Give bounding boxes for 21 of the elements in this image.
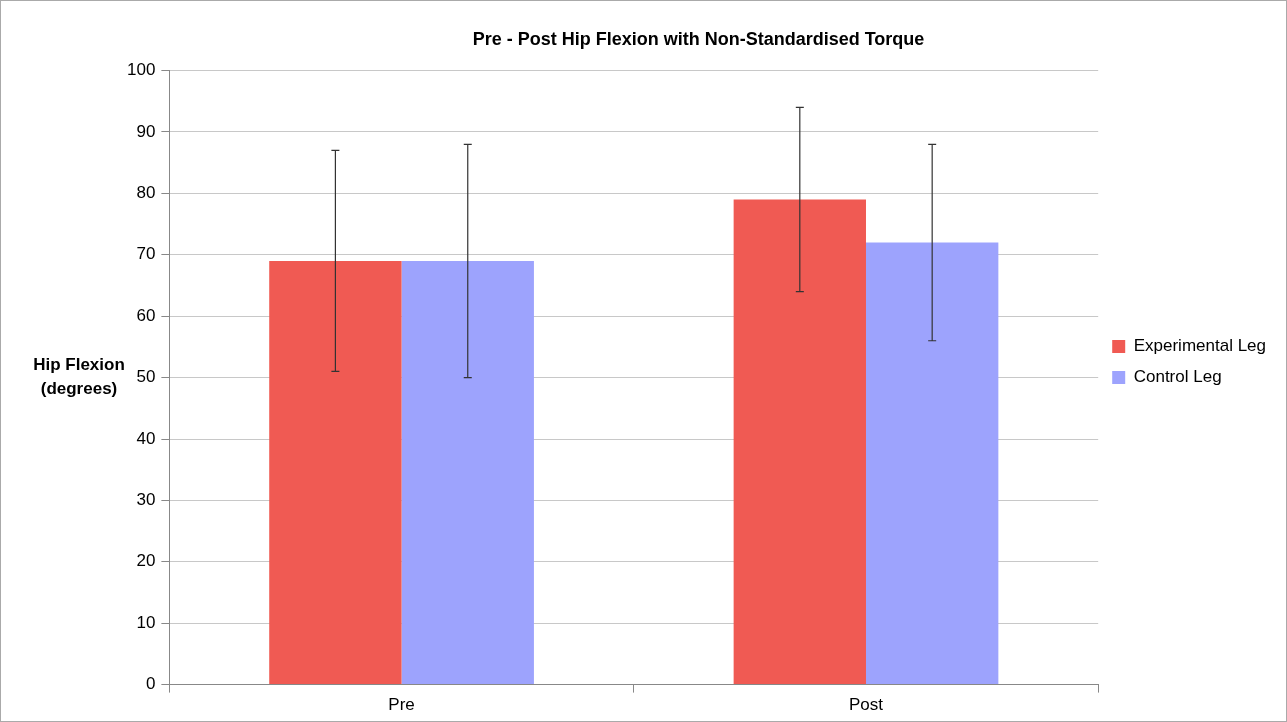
- y-tick-label: 30: [136, 490, 156, 510]
- bar: [865, 242, 999, 685]
- y-tick-label: 90: [136, 121, 156, 141]
- y-tick-label: 20: [136, 551, 156, 571]
- y-tick-label: 80: [136, 183, 156, 203]
- y-tick-label: 100: [126, 60, 156, 80]
- x-tick-label: Pre: [388, 695, 415, 715]
- bar: [401, 260, 534, 685]
- legend-label: Experimental Leg: [1133, 336, 1267, 356]
- y-tick-label: 0: [145, 674, 156, 694]
- y-tick-label: 50: [136, 367, 156, 387]
- y-tick-label: 60: [136, 305, 156, 325]
- bar: [733, 199, 866, 685]
- chart-title: Pre - Post Hip Flexion with Non-Standardised Torque: [472, 28, 925, 49]
- y-tick-label: 10: [136, 612, 156, 632]
- y-tick-label: 70: [136, 244, 156, 264]
- y-axis-title: Hip Flexion (degrees): [33, 355, 125, 399]
- bar: [269, 260, 402, 685]
- y-tick-label: 40: [136, 428, 156, 448]
- legend-label: Control Leg: [1133, 367, 1222, 387]
- x-tick-label: Post: [848, 695, 884, 715]
